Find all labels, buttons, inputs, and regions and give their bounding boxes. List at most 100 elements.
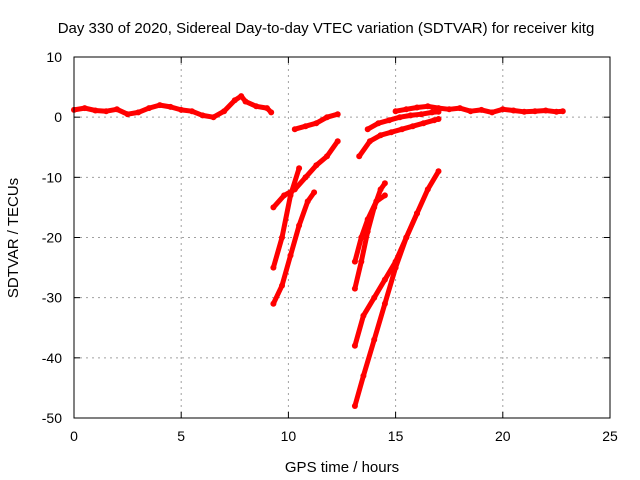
data-point <box>113 106 120 113</box>
series-arc-7 <box>364 108 442 133</box>
data-point <box>135 109 142 116</box>
data-point <box>409 123 416 130</box>
series-arc-6 <box>356 116 442 160</box>
x-axis-label: GPS time / hours <box>285 459 399 476</box>
y-tick-label: -30 <box>42 290 62 306</box>
data-point <box>418 111 425 118</box>
data-point <box>435 168 442 175</box>
data-point <box>81 105 88 112</box>
data-point <box>360 312 367 319</box>
x-tick-label: 20 <box>495 428 511 444</box>
data-point <box>381 276 388 283</box>
data-point <box>489 109 496 116</box>
y-tick-label: 0 <box>54 109 62 125</box>
data-point <box>371 294 378 301</box>
data-point <box>521 108 528 115</box>
data-point <box>403 106 410 113</box>
data-point <box>358 234 365 241</box>
x-tick-label: 5 <box>177 428 185 444</box>
data-point <box>414 210 420 217</box>
data-point <box>424 186 431 193</box>
data-point <box>124 111 131 118</box>
data-point <box>238 93 245 100</box>
y-tick-label: -50 <box>42 410 62 426</box>
data-point <box>364 216 371 223</box>
y-axis-label: SDTVAR / TECUs <box>5 178 22 298</box>
data-point <box>221 108 228 115</box>
data-point <box>351 403 358 409</box>
data-point <box>287 192 294 199</box>
data-point <box>424 103 431 110</box>
data-point <box>456 105 463 112</box>
data-point <box>210 114 217 121</box>
data-point <box>360 372 367 379</box>
data-point <box>351 258 358 265</box>
data-point <box>532 108 538 115</box>
data-point <box>381 192 388 199</box>
series-arc-10 <box>351 192 388 265</box>
data-point <box>542 107 549 114</box>
data-point <box>392 108 399 115</box>
data-point <box>407 112 414 119</box>
data-point <box>334 111 341 118</box>
data-point <box>351 285 358 292</box>
x-tick-label: 25 <box>602 428 618 444</box>
data-point <box>313 120 320 127</box>
data-point <box>270 204 277 211</box>
data-point <box>264 105 270 112</box>
y-tick-label: -10 <box>42 169 62 185</box>
x-tick-label: 0 <box>70 428 78 444</box>
data-point <box>146 105 152 112</box>
data-point <box>373 198 380 205</box>
data-point <box>375 120 382 127</box>
data-point <box>253 103 260 110</box>
data-point <box>167 103 174 110</box>
data-point <box>388 129 395 136</box>
data-point <box>377 186 384 193</box>
data-point <box>377 132 384 139</box>
y-tick-label: 10 <box>46 49 62 65</box>
axis-layer: 0 5 10 15 20 25 -50 -40 -30 -20 -10 0 10 <box>42 49 618 444</box>
data-point <box>296 165 303 172</box>
data-point <box>311 189 318 196</box>
data-point <box>291 126 298 133</box>
data-point <box>279 282 285 289</box>
data-point <box>270 264 277 271</box>
data-point <box>242 98 249 105</box>
data-point <box>334 138 341 145</box>
data-point <box>435 116 442 122</box>
data-point <box>396 114 403 121</box>
data-point <box>304 198 311 205</box>
data-point <box>302 174 309 181</box>
data-layer <box>71 93 566 409</box>
data-point <box>446 106 453 113</box>
chart-title: Day 330 of 2020, Sidereal Day-to-day VTE… <box>58 20 595 37</box>
data-point <box>364 126 371 133</box>
data-point <box>381 180 388 187</box>
data-point <box>356 153 363 160</box>
data-point <box>371 336 378 343</box>
data-point <box>231 97 238 104</box>
series-arc-8 <box>392 103 566 116</box>
x-tick-label: 15 <box>388 428 404 444</box>
data-point <box>103 108 110 115</box>
data-point <box>324 153 330 160</box>
data-point <box>392 264 399 271</box>
data-point <box>420 120 427 127</box>
data-point <box>279 234 285 241</box>
data-point <box>178 106 185 113</box>
series-arc-5 <box>270 189 318 307</box>
data-point <box>281 192 288 199</box>
series-arc-1 <box>71 93 275 121</box>
data-point <box>268 109 275 116</box>
data-point <box>399 126 405 133</box>
data-point <box>313 162 320 169</box>
data-point <box>188 108 195 115</box>
series-line <box>270 165 302 271</box>
data-point <box>553 108 560 115</box>
data-point <box>499 106 506 113</box>
data-point <box>510 107 517 114</box>
data-point <box>478 106 485 113</box>
data-point <box>386 117 393 124</box>
